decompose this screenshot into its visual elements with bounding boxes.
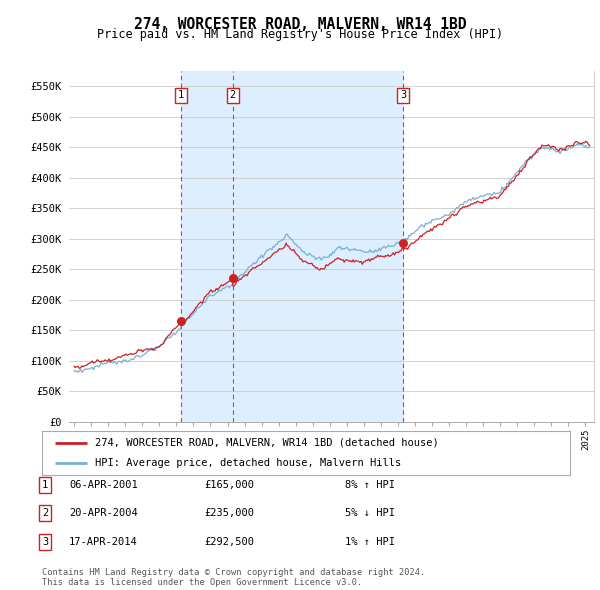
Text: 1% ↑ HPI: 1% ↑ HPI — [345, 537, 395, 546]
Text: 274, WORCESTER ROAD, MALVERN, WR14 1BD: 274, WORCESTER ROAD, MALVERN, WR14 1BD — [134, 17, 466, 31]
Text: Contains HM Land Registry data © Crown copyright and database right 2024.
This d: Contains HM Land Registry data © Crown c… — [42, 568, 425, 587]
Text: £235,000: £235,000 — [204, 509, 254, 518]
Text: 1: 1 — [178, 90, 184, 100]
Text: 8% ↑ HPI: 8% ↑ HPI — [345, 480, 395, 490]
Point — [228, 274, 238, 283]
Text: HPI: Average price, detached house, Malvern Hills: HPI: Average price, detached house, Malv… — [95, 458, 401, 468]
Text: £165,000: £165,000 — [204, 480, 254, 490]
Text: 3: 3 — [400, 90, 406, 100]
Text: 06-APR-2001: 06-APR-2001 — [69, 480, 138, 490]
Point — [176, 316, 186, 326]
Text: Price paid vs. HM Land Registry's House Price Index (HPI): Price paid vs. HM Land Registry's House … — [97, 28, 503, 41]
Text: 274, WORCESTER ROAD, MALVERN, WR14 1BD (detached house): 274, WORCESTER ROAD, MALVERN, WR14 1BD (… — [95, 438, 439, 448]
Text: 1: 1 — [42, 480, 48, 490]
Text: 2: 2 — [230, 90, 236, 100]
Text: 3: 3 — [42, 537, 48, 546]
Text: 20-APR-2004: 20-APR-2004 — [69, 509, 138, 518]
Text: 5% ↓ HPI: 5% ↓ HPI — [345, 509, 395, 518]
Bar — [181, 71, 403, 422]
Text: £292,500: £292,500 — [204, 537, 254, 546]
Text: 17-APR-2014: 17-APR-2014 — [69, 537, 138, 546]
Point — [398, 238, 408, 248]
Text: 2: 2 — [42, 509, 48, 518]
